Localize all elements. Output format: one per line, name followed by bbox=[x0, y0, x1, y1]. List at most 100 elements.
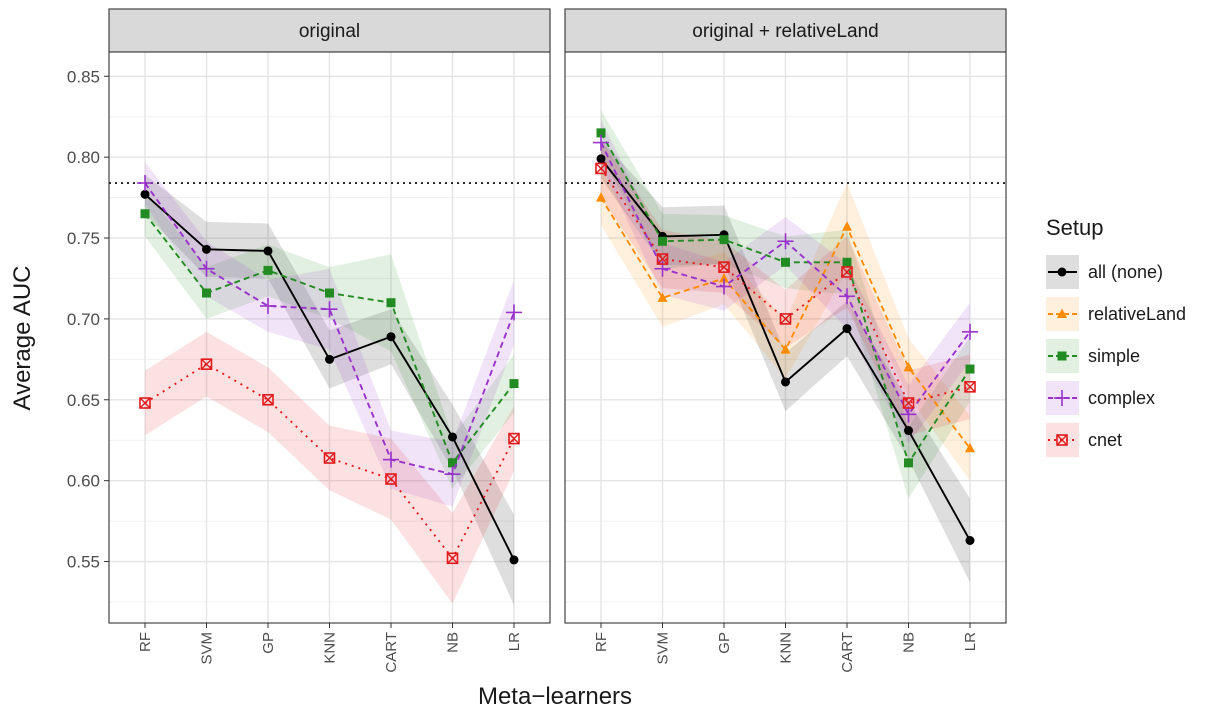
data-point bbox=[509, 555, 519, 565]
data-point bbox=[842, 221, 852, 231]
data-point bbox=[202, 244, 211, 254]
data-point bbox=[719, 235, 729, 245]
data-point bbox=[263, 246, 273, 256]
y-tick-label: 0.70 bbox=[67, 310, 100, 329]
data-point bbox=[596, 154, 606, 164]
data-point bbox=[656, 253, 669, 265]
data-point bbox=[718, 261, 730, 273]
data-point bbox=[448, 458, 457, 468]
data-point bbox=[385, 473, 397, 485]
x-tick-label: RF bbox=[593, 632, 610, 652]
data-point bbox=[386, 298, 396, 308]
y-axis: 0.55 0.60 0.65 0.70 0.75 0.80 0.85 bbox=[67, 67, 109, 572]
x-tick-label: LR bbox=[506, 632, 523, 651]
x-tick-label: GP bbox=[716, 632, 733, 654]
data-point bbox=[780, 344, 791, 354]
x-tick-label: KNN bbox=[322, 632, 339, 664]
band-simple bbox=[601, 110, 970, 499]
x-tick-label: GP bbox=[260, 632, 277, 654]
panel-title: original + relativeLand bbox=[692, 21, 878, 42]
data-point bbox=[200, 358, 213, 370]
legend-key-marker bbox=[1057, 351, 1067, 361]
gridlines bbox=[109, 52, 550, 623]
data-point bbox=[842, 257, 852, 267]
data-point bbox=[904, 426, 913, 436]
series-simple bbox=[140, 209, 519, 468]
x-tick-label: CART bbox=[383, 632, 400, 673]
data-point bbox=[323, 452, 336, 464]
legend-label: cnet bbox=[1088, 430, 1122, 450]
legend-key-simple bbox=[1046, 339, 1079, 373]
y-tick-label: 0.55 bbox=[67, 553, 100, 572]
y-tick-label: 0.80 bbox=[67, 148, 100, 167]
confidence-bands bbox=[601, 110, 970, 583]
x-tick-label: SVM bbox=[199, 632, 216, 665]
data-point bbox=[962, 323, 978, 340]
data-point bbox=[444, 466, 461, 483]
band-all-none bbox=[145, 174, 514, 606]
legend-key-relativeland bbox=[1046, 297, 1079, 331]
data-point bbox=[506, 304, 522, 321]
x-tick-label: LR bbox=[962, 632, 979, 651]
legend-label: complex bbox=[1088, 388, 1155, 408]
panel-original-relativeland: original + relativeLand RF SVM GP KNN CART NB L… bbox=[564, 8, 1007, 673]
x-tick-label: SVM bbox=[655, 632, 672, 665]
series-all-none bbox=[140, 189, 519, 565]
data-point bbox=[904, 458, 913, 468]
legend-title: Setup bbox=[1046, 215, 1104, 240]
data-point bbox=[509, 379, 519, 389]
data-point bbox=[839, 288, 855, 305]
band-cnet bbox=[601, 139, 970, 436]
x-tick-label: NB bbox=[445, 632, 462, 653]
legend: Setup all (none) relativeLand simple comple… bbox=[1046, 215, 1186, 457]
confidence-bands bbox=[145, 161, 514, 606]
data-point bbox=[448, 432, 457, 442]
data-point bbox=[902, 397, 915, 409]
data-point bbox=[716, 278, 732, 295]
y-tick-label: 0.85 bbox=[67, 67, 100, 86]
y-tick-label: 0.60 bbox=[67, 472, 100, 491]
data-point bbox=[903, 361, 914, 372]
data-point bbox=[260, 297, 276, 314]
data-point bbox=[139, 397, 151, 409]
x-tick-label: CART bbox=[839, 632, 856, 673]
data-point bbox=[321, 301, 338, 318]
data-point bbox=[596, 128, 606, 138]
data-point bbox=[263, 265, 273, 275]
legend-key-marker bbox=[1057, 308, 1067, 318]
legend-key-complex bbox=[1046, 381, 1079, 415]
x-axis: RF SVM GP KNN CART NB LR bbox=[137, 623, 523, 673]
series-relativeland bbox=[596, 192, 975, 453]
data-point bbox=[198, 260, 215, 277]
x-tick-label: KNN bbox=[778, 632, 795, 664]
legend-key-marker bbox=[1057, 267, 1067, 277]
series-complex bbox=[137, 175, 522, 483]
panel-strip bbox=[564, 8, 1007, 53]
data-point bbox=[325, 354, 334, 364]
data-point bbox=[137, 175, 153, 192]
data-point bbox=[595, 162, 607, 175]
data-point bbox=[262, 393, 274, 406]
data-point bbox=[900, 406, 917, 423]
data-point bbox=[508, 432, 520, 445]
y-tick-label: 0.65 bbox=[67, 391, 100, 410]
x-axis: RF SVM GP KNN CART NB LR bbox=[593, 623, 979, 673]
data-point bbox=[965, 536, 975, 546]
legend-key-marker bbox=[1056, 434, 1068, 446]
data-point bbox=[140, 209, 150, 219]
data-point bbox=[781, 377, 790, 387]
legend-label: all (none) bbox=[1088, 262, 1163, 282]
data-point bbox=[383, 451, 399, 468]
data-point bbox=[781, 257, 790, 267]
legend-label: relativeLand bbox=[1088, 304, 1186, 324]
x-tick-label: NB bbox=[901, 632, 918, 653]
band-relativeland bbox=[601, 170, 970, 481]
band-cnet bbox=[145, 331, 514, 604]
legend-label: simple bbox=[1088, 346, 1140, 366]
panel-strip bbox=[108, 8, 551, 53]
data-point bbox=[386, 332, 396, 342]
data-point bbox=[593, 134, 609, 151]
data-point bbox=[719, 272, 729, 283]
